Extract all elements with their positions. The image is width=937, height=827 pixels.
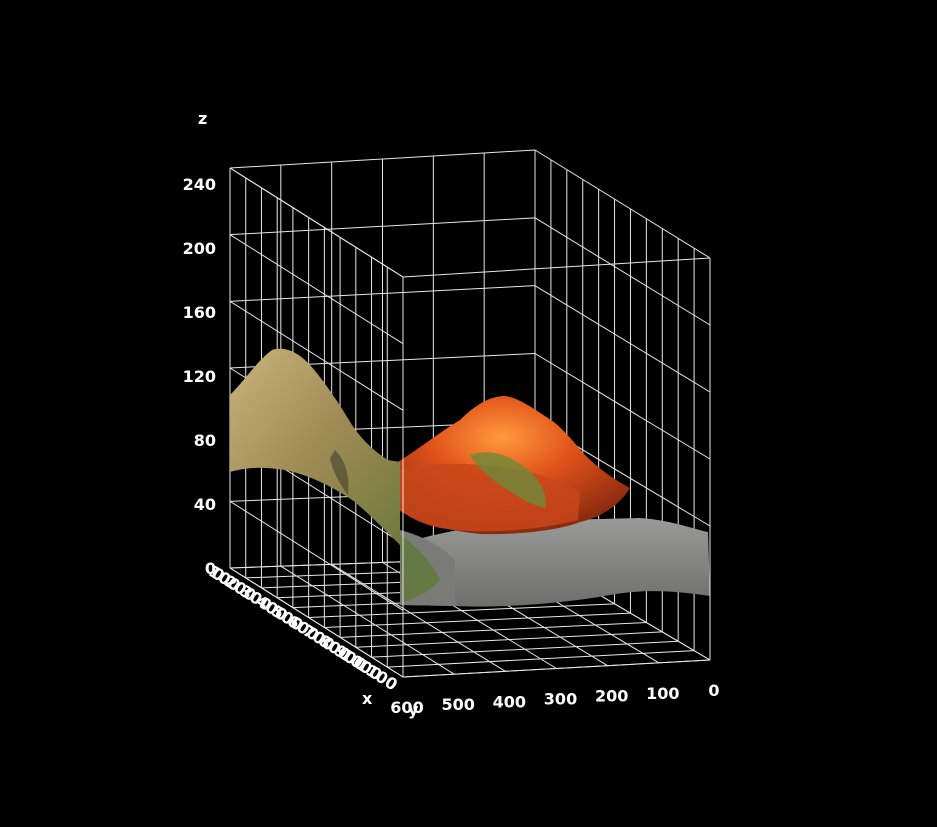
front-top-edge xyxy=(402,257,711,278)
y-tick-label: 200 xyxy=(595,687,628,706)
back-wall-hline xyxy=(229,285,536,302)
y-tick-label: 600 xyxy=(390,698,423,717)
floor-yline xyxy=(229,567,404,678)
right-wall-hline xyxy=(534,217,711,326)
z-tick-label: 200 xyxy=(183,239,216,258)
z-tick-label: 160 xyxy=(183,303,216,322)
y-tick-label: 100 xyxy=(646,684,679,703)
y-tick-label: 0 xyxy=(708,681,719,700)
z-tick-label: 120 xyxy=(183,367,216,386)
surface-grass-shadow xyxy=(330,450,349,495)
surface-ground-layer xyxy=(400,518,710,607)
floor-yline xyxy=(331,563,506,672)
surface-foliage-front xyxy=(400,535,440,602)
y-axis-ticks: 600 500 400 300 200 100 0 xyxy=(390,681,719,717)
surface-foliage-patch xyxy=(470,452,546,508)
z-axis-label: z xyxy=(198,109,207,128)
front-bottom-edge xyxy=(402,659,711,678)
z-tick-label: 240 xyxy=(183,175,216,194)
y-tick-label: 500 xyxy=(441,695,474,714)
back-wall-hline xyxy=(229,217,536,236)
back-wall-hline xyxy=(229,149,536,169)
terrain-surface xyxy=(230,348,710,607)
surface-grass-ridge xyxy=(230,348,400,545)
floor-yline xyxy=(280,565,455,675)
side-wall-hline xyxy=(229,500,404,611)
front-frame xyxy=(229,167,711,678)
side-wall-hline xyxy=(229,234,404,345)
z-tick-label: 40 xyxy=(194,495,216,514)
y-tick-label: 400 xyxy=(493,692,526,711)
right-wall-hline xyxy=(534,353,711,460)
z-tick-label: 0 xyxy=(205,559,216,578)
x-axis-label: x xyxy=(362,689,373,708)
right-wall-hline xyxy=(534,285,711,393)
z-axis-ticks: 0 40 80 120 160 200 240 xyxy=(183,175,216,578)
y-axis-label: y xyxy=(408,700,419,719)
y-tick-label: 300 xyxy=(544,690,577,709)
right-wall-hline xyxy=(534,149,711,259)
z-tick-label: 80 xyxy=(194,431,216,450)
side-wall-hline xyxy=(229,300,404,411)
top-left-edge xyxy=(229,167,404,278)
